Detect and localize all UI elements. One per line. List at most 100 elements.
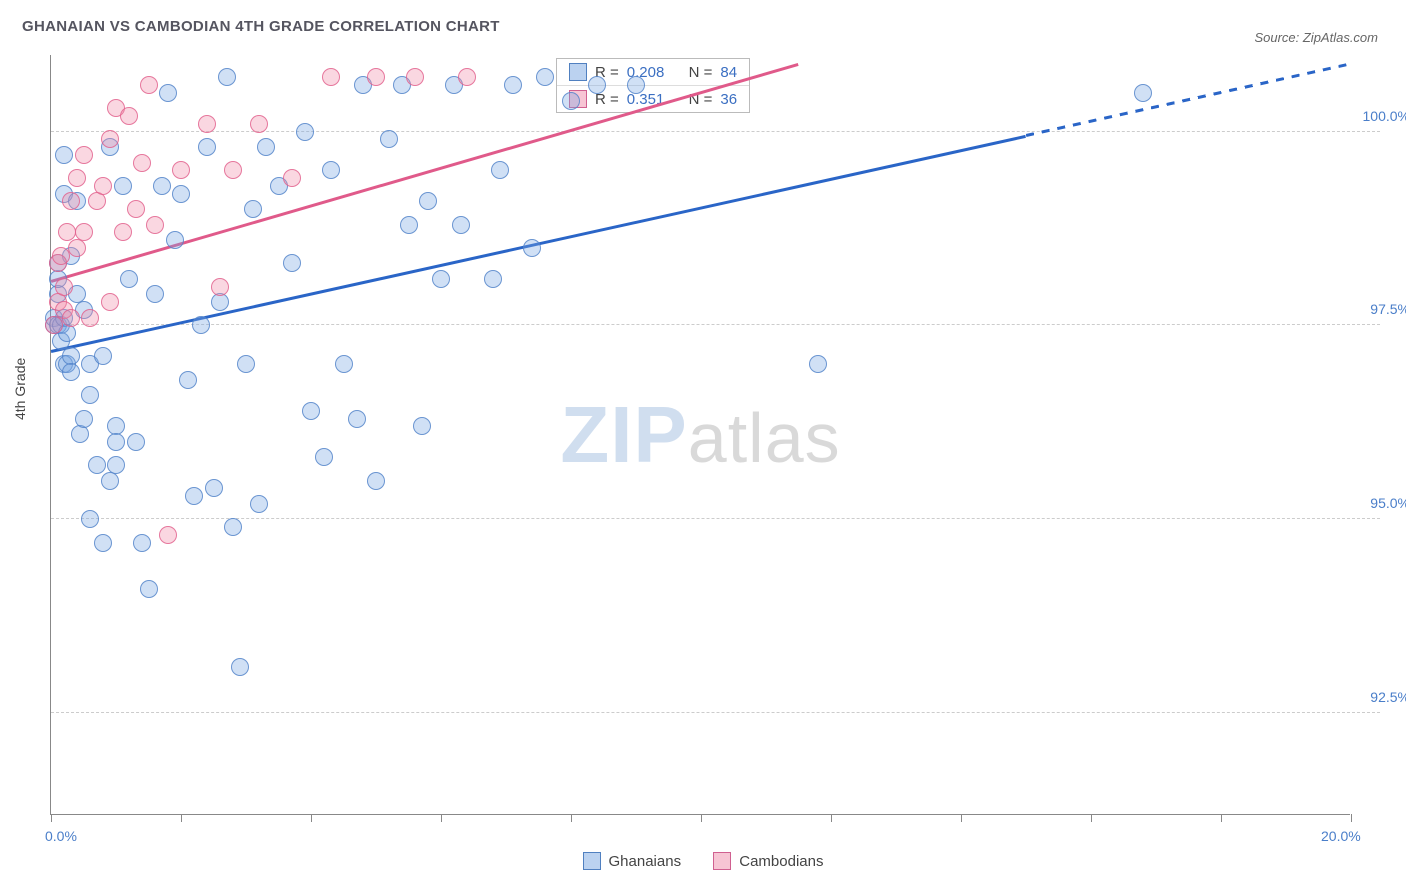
legend-item: Cambodians <box>713 852 823 870</box>
data-point <box>133 534 151 552</box>
data-point <box>127 433 145 451</box>
x-tick <box>1221 814 1222 822</box>
data-point <box>127 200 145 218</box>
gridline <box>51 712 1380 713</box>
data-point <box>205 479 223 497</box>
data-point <box>55 146 73 164</box>
gridline <box>51 324 1380 325</box>
data-point <box>75 410 93 428</box>
source-label: Source: ZipAtlas.com <box>1254 30 1378 45</box>
legend-row: R = 0.351 N = 36 <box>557 86 749 112</box>
data-point <box>458 68 476 86</box>
gridline <box>51 131 1380 132</box>
data-point <box>172 161 190 179</box>
swatch-blue <box>583 852 601 870</box>
data-point <box>81 386 99 404</box>
data-point <box>237 355 255 373</box>
plot-area: ZIPatlas R = 0.208 N = 84 R = 0.351 N = … <box>50 55 1350 815</box>
data-point <box>172 185 190 203</box>
data-point <box>211 278 229 296</box>
data-point <box>419 192 437 210</box>
x-tick <box>1351 814 1352 822</box>
data-point <box>322 161 340 179</box>
data-point <box>94 347 112 365</box>
data-point <box>179 371 197 389</box>
data-point <box>198 115 216 133</box>
data-point <box>491 161 509 179</box>
x-tick <box>311 814 312 822</box>
x-tick <box>961 814 962 822</box>
data-point <box>81 510 99 528</box>
data-point <box>1134 84 1152 102</box>
data-point <box>218 68 236 86</box>
data-point <box>504 76 522 94</box>
data-point <box>159 84 177 102</box>
data-point <box>62 309 80 327</box>
data-point <box>62 192 80 210</box>
data-point <box>166 231 184 249</box>
watermark: ZIPatlas <box>560 389 840 481</box>
data-point <box>68 169 86 187</box>
data-point <box>432 270 450 288</box>
data-point <box>224 518 242 536</box>
data-point <box>68 239 86 257</box>
y-axis-label: 4th Grade <box>12 358 28 420</box>
legend-row: R = 0.208 N = 84 <box>557 59 749 86</box>
x-tick-label: 20.0% <box>1321 828 1361 844</box>
y-tick-label: 95.0% <box>1370 495 1406 511</box>
correlation-chart: GHANAIAN VS CAMBODIAN 4TH GRADE CORRELAT… <box>0 0 1406 892</box>
data-point <box>133 154 151 172</box>
data-point <box>224 161 242 179</box>
data-point <box>296 123 314 141</box>
data-point <box>71 425 89 443</box>
trendline <box>1026 63 1352 137</box>
data-point <box>62 363 80 381</box>
data-point <box>536 68 554 86</box>
data-point <box>159 526 177 544</box>
data-point <box>192 316 210 334</box>
data-point <box>75 146 93 164</box>
data-point <box>452 216 470 234</box>
data-point <box>627 76 645 94</box>
data-point <box>588 76 606 94</box>
legend-item: Ghanaians <box>583 852 682 870</box>
x-tick <box>701 814 702 822</box>
data-point <box>380 130 398 148</box>
x-tick <box>51 814 52 822</box>
data-point <box>88 456 106 474</box>
data-point <box>348 410 366 428</box>
data-point <box>52 247 70 265</box>
data-point <box>140 580 158 598</box>
x-tick <box>1091 814 1092 822</box>
y-tick-label: 97.5% <box>1370 301 1406 317</box>
x-tick <box>181 814 182 822</box>
data-point <box>367 472 385 490</box>
data-point <box>114 223 132 241</box>
data-point <box>94 534 112 552</box>
data-point <box>231 658 249 676</box>
data-point <box>257 138 275 156</box>
data-point <box>120 107 138 125</box>
data-point <box>315 448 333 466</box>
data-point <box>101 293 119 311</box>
y-tick-label: 100.0% <box>1363 108 1406 124</box>
data-point <box>88 192 106 210</box>
data-point <box>406 68 424 86</box>
data-point <box>81 309 99 327</box>
data-point <box>367 68 385 86</box>
data-point <box>101 130 119 148</box>
chart-title: GHANAIAN VS CAMBODIAN 4TH GRADE CORRELAT… <box>22 18 500 35</box>
data-point <box>562 92 580 110</box>
data-point <box>283 169 301 187</box>
data-point <box>146 216 164 234</box>
data-point <box>153 177 171 195</box>
y-tick-label: 92.5% <box>1370 689 1406 705</box>
data-point <box>244 200 262 218</box>
data-point <box>400 216 418 234</box>
data-point <box>250 115 268 133</box>
data-point <box>55 278 73 296</box>
data-point <box>809 355 827 373</box>
data-point <box>211 293 229 311</box>
gridline <box>51 518 1380 519</box>
data-point <box>75 223 93 241</box>
